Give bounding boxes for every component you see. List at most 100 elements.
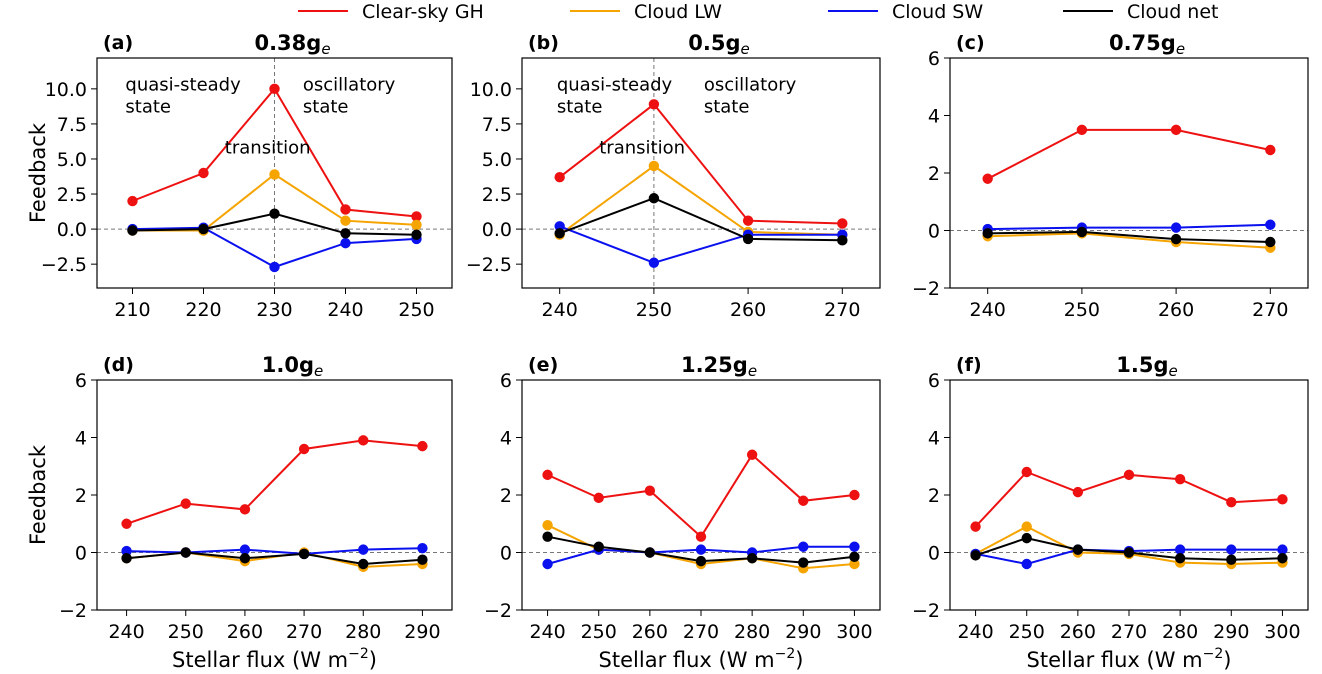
x-tick-label: 250 bbox=[398, 299, 434, 321]
data-point bbox=[269, 261, 280, 273]
x-tick-label: 290 bbox=[1213, 621, 1249, 643]
data-point bbox=[1123, 469, 1135, 481]
y-tick-label: 10.0 bbox=[470, 79, 512, 101]
data-point bbox=[1072, 544, 1084, 555]
data-point bbox=[198, 167, 209, 179]
y-tick-label: 4 bbox=[75, 428, 87, 450]
x-axis-label-superscript: −2 bbox=[348, 646, 369, 662]
chart-panel: 240 250 260 270 −2 0 2 4 6 (c) 0.75ge bbox=[912, 31, 1309, 321]
data-point bbox=[1072, 486, 1084, 498]
annotation-text: oscillatory bbox=[704, 74, 797, 95]
legend: Clear-sky GH Cloud LW Cloud SW Cloud net bbox=[298, 1, 1219, 23]
x-tick-label: 240 bbox=[542, 299, 578, 321]
x-tick-label: 250 bbox=[581, 621, 617, 643]
data-point bbox=[798, 541, 809, 552]
y-tick-label: 2 bbox=[500, 485, 512, 507]
data-point bbox=[121, 518, 132, 529]
y-tick-label: 2 bbox=[928, 485, 940, 507]
data-point bbox=[1174, 553, 1186, 564]
data-point bbox=[1277, 553, 1288, 564]
legend-label: Cloud LW bbox=[634, 1, 722, 23]
data-point bbox=[798, 557, 809, 568]
series-line bbox=[987, 232, 1271, 249]
y-tick-label: −2 bbox=[912, 600, 940, 622]
data-point bbox=[648, 160, 660, 172]
x-axis-label: Stellar flux (W m−2) bbox=[172, 646, 377, 672]
data-point bbox=[648, 193, 660, 204]
panel-title-subscript: e bbox=[741, 40, 750, 58]
x-tick-label: 240 bbox=[529, 621, 565, 643]
x-tick-label: 270 bbox=[824, 299, 860, 321]
y-tick-label: 10.0 bbox=[45, 79, 87, 101]
data-point bbox=[1021, 466, 1032, 478]
series-line bbox=[126, 551, 423, 566]
data-point bbox=[648, 257, 660, 268]
data-point bbox=[1021, 532, 1032, 544]
x-tick-label: 270 bbox=[1252, 299, 1288, 321]
panel-title: 1.5ge bbox=[1116, 353, 1177, 380]
legend-label: Cloud SW bbox=[892, 1, 983, 23]
data-point bbox=[742, 233, 754, 245]
series-line bbox=[987, 230, 1271, 243]
panel-title: 0.75ge bbox=[1109, 31, 1185, 58]
data-point bbox=[982, 228, 993, 239]
panel-title: 0.38ge bbox=[254, 31, 330, 58]
y-tick-label: −2 bbox=[912, 278, 940, 300]
data-point bbox=[340, 228, 351, 239]
data-point bbox=[644, 547, 656, 558]
y-tick-label: 0 bbox=[500, 543, 512, 565]
x-tick-label: 230 bbox=[256, 299, 292, 321]
data-point bbox=[239, 553, 251, 564]
data-point bbox=[542, 469, 553, 481]
annotation-text: state bbox=[125, 96, 171, 117]
y-tick-label: 5.0 bbox=[482, 149, 512, 171]
data-point bbox=[239, 544, 251, 555]
series-line bbox=[987, 223, 1271, 231]
data-point bbox=[1226, 496, 1237, 508]
annotation-text: state bbox=[704, 96, 750, 117]
x-axis-label-superscript: −2 bbox=[1203, 646, 1224, 662]
data-point bbox=[837, 218, 848, 229]
y-tick-label: 2.5 bbox=[57, 184, 87, 206]
data-point bbox=[746, 449, 758, 460]
plot-frame bbox=[949, 379, 1309, 611]
x-tick-label: 280 bbox=[345, 621, 381, 643]
data-point bbox=[542, 531, 553, 542]
data-point bbox=[849, 541, 860, 552]
legend-label: Clear-sky GH bbox=[362, 1, 484, 23]
data-point bbox=[798, 495, 809, 506]
y-tick-label: 2.5 bbox=[482, 184, 512, 206]
annotation-text: quasi-steady bbox=[125, 74, 241, 95]
y-tick-label: 6 bbox=[928, 370, 940, 392]
data-point bbox=[340, 215, 351, 226]
x-tick-label: 270 bbox=[286, 621, 322, 643]
panel-label: (d) bbox=[103, 354, 134, 376]
legend-entry: Cloud net bbox=[1063, 1, 1219, 23]
x-tick-label: 300 bbox=[1264, 621, 1300, 643]
y-tick-label: 0 bbox=[75, 543, 87, 565]
series-line bbox=[559, 102, 843, 225]
y-tick-label: 0 bbox=[928, 221, 940, 243]
data-point bbox=[1174, 473, 1186, 485]
x-axis-label: Stellar flux (W m−2) bbox=[1027, 646, 1232, 672]
data-point bbox=[1076, 226, 1088, 238]
y-tick-label: 0.0 bbox=[482, 219, 512, 241]
data-point bbox=[1277, 494, 1288, 505]
chart-panel: 240 250 260 270 280 290 300 −2 0 2 4 6 (e) 1.25ge Stel… bbox=[484, 353, 881, 672]
y-tick-label: −2.5 bbox=[41, 254, 87, 276]
x-tick-label: 280 bbox=[1162, 621, 1198, 643]
x-tick-label: 220 bbox=[185, 299, 221, 321]
x-tick-label: 290 bbox=[785, 621, 821, 643]
data-point bbox=[269, 208, 280, 219]
x-tick-label: 240 bbox=[327, 299, 363, 321]
y-tick-label: 0 bbox=[928, 543, 940, 565]
y-tick-label: 5.0 bbox=[57, 149, 87, 171]
data-point bbox=[1265, 144, 1276, 156]
data-point bbox=[1265, 236, 1276, 248]
x-tick-label: 240 bbox=[970, 299, 1006, 321]
data-point bbox=[554, 228, 565, 239]
legend-entry: Cloud LW bbox=[570, 1, 722, 23]
data-point bbox=[1265, 219, 1276, 230]
data-point bbox=[411, 229, 422, 240]
